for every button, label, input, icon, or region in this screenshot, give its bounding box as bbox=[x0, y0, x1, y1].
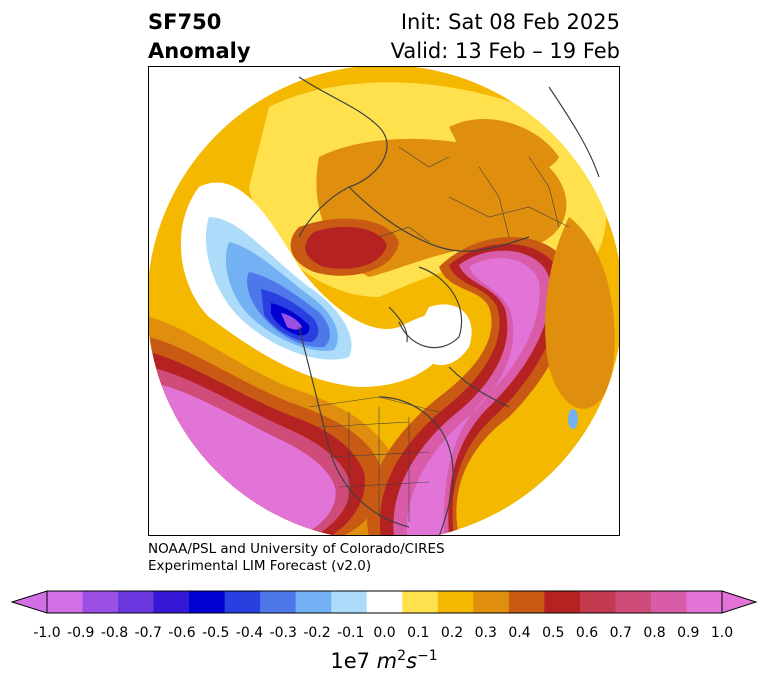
colorbar-tick-label: -0.7 bbox=[134, 625, 162, 641]
colorbar-cell bbox=[153, 591, 190, 613]
colorbar-tick-label: 0.6 bbox=[575, 625, 599, 641]
colorbar-cell bbox=[437, 591, 474, 613]
colorbar-tick-label: -0.2 bbox=[303, 625, 331, 641]
colorbar-tick-label: -0.3 bbox=[269, 625, 297, 641]
colorbar-cell bbox=[686, 591, 723, 613]
colorbar-cell bbox=[189, 591, 226, 613]
unit-prefix: 1e7 bbox=[330, 649, 377, 673]
unit-s: s bbox=[406, 649, 418, 673]
colorbar-cell bbox=[331, 591, 368, 613]
colorbar-tick-label: -0.5 bbox=[202, 625, 230, 641]
colorbar-cell bbox=[579, 591, 616, 613]
colorbar-tick-label: 0.2 bbox=[440, 625, 464, 641]
colorbar-cell bbox=[615, 591, 652, 613]
colorbar bbox=[10, 590, 758, 614]
colorbar-left-extend bbox=[10, 590, 48, 614]
anomaly-shading bbox=[149, 67, 619, 535]
colorbar-tick-label: 0.0 bbox=[373, 625, 396, 641]
colorbar-ticks: -1.0 -0.9 -0.8 -0.7 -0.6 -0.5 -0.4 -0.3 -0.2 -0.1… bbox=[0, 625, 768, 645]
init-date: Init: Sat 08 Feb 2025 bbox=[400, 10, 620, 34]
colorbar-tick-label: 0.3 bbox=[474, 625, 497, 641]
colorbar-label: 1e7 m2s−1 bbox=[0, 648, 768, 673]
credit-text: NOAA/PSL and University of Colorado/CIRE… bbox=[148, 541, 445, 575]
colorbar-cell bbox=[508, 591, 545, 613]
colorbar-cell bbox=[295, 591, 332, 613]
colorbar-tick-label: 0.7 bbox=[609, 625, 632, 641]
colorbar-tick-label: 0.5 bbox=[542, 625, 565, 641]
unit-m: m bbox=[376, 649, 398, 673]
colorbar-tick-label: -0.9 bbox=[67, 625, 95, 641]
colorbar-cell bbox=[224, 591, 261, 613]
colorbar-tick-label: 0.1 bbox=[407, 625, 430, 641]
colorbar-cell bbox=[544, 591, 581, 613]
colorbar-right-extend bbox=[721, 590, 758, 614]
colorbar-cell bbox=[82, 591, 119, 613]
colorbar-tick-label: 0.9 bbox=[677, 625, 700, 641]
credit-line-1: NOAA/PSL and University of Colorado/CIRE… bbox=[148, 541, 445, 557]
unit-s-exp: −1 bbox=[417, 648, 438, 664]
unit-m-exp: 2 bbox=[397, 648, 407, 664]
colorbar-tick-label: 0.8 bbox=[643, 625, 666, 641]
colorbar-cell bbox=[118, 591, 155, 613]
colorbar-cell bbox=[366, 591, 403, 613]
plot-title-left: SF750 Anomaly bbox=[148, 8, 251, 66]
colorbar-tick-label: -0.1 bbox=[337, 625, 365, 641]
country-borders bbox=[308, 146, 570, 522]
colorbar-cell bbox=[47, 591, 84, 613]
plot-title-right: Init: Sat 08 Feb 2025 Valid: 13 Feb – 19… bbox=[391, 8, 620, 66]
colorbar-cell bbox=[260, 591, 297, 613]
colorbar-cell bbox=[402, 591, 439, 613]
map-panel bbox=[148, 66, 620, 536]
field-type: Anomaly bbox=[148, 39, 251, 63]
colorbar-tick-label: 0.4 bbox=[508, 625, 531, 641]
colorbar-tick-label: -0.8 bbox=[100, 625, 129, 641]
colorbar-tick-label: -0.4 bbox=[235, 625, 264, 641]
colorbar-cell bbox=[650, 591, 687, 613]
colorbar-tick-label: -1.0 bbox=[33, 625, 61, 641]
colorbar-tick-label: -0.6 bbox=[168, 625, 196, 641]
colorbar-cell bbox=[473, 591, 510, 613]
anomaly-map bbox=[149, 67, 619, 535]
colorbar-outline bbox=[46, 590, 723, 614]
colorbar-tick-label: 1.0 bbox=[710, 625, 734, 641]
valid-date: Valid: 13 Feb – 19 Feb bbox=[390, 39, 620, 63]
field-name: SF750 bbox=[148, 10, 222, 34]
credit-line-2: Experimental LIM Forecast (v2.0) bbox=[148, 558, 372, 574]
coastlines bbox=[298, 76, 600, 535]
